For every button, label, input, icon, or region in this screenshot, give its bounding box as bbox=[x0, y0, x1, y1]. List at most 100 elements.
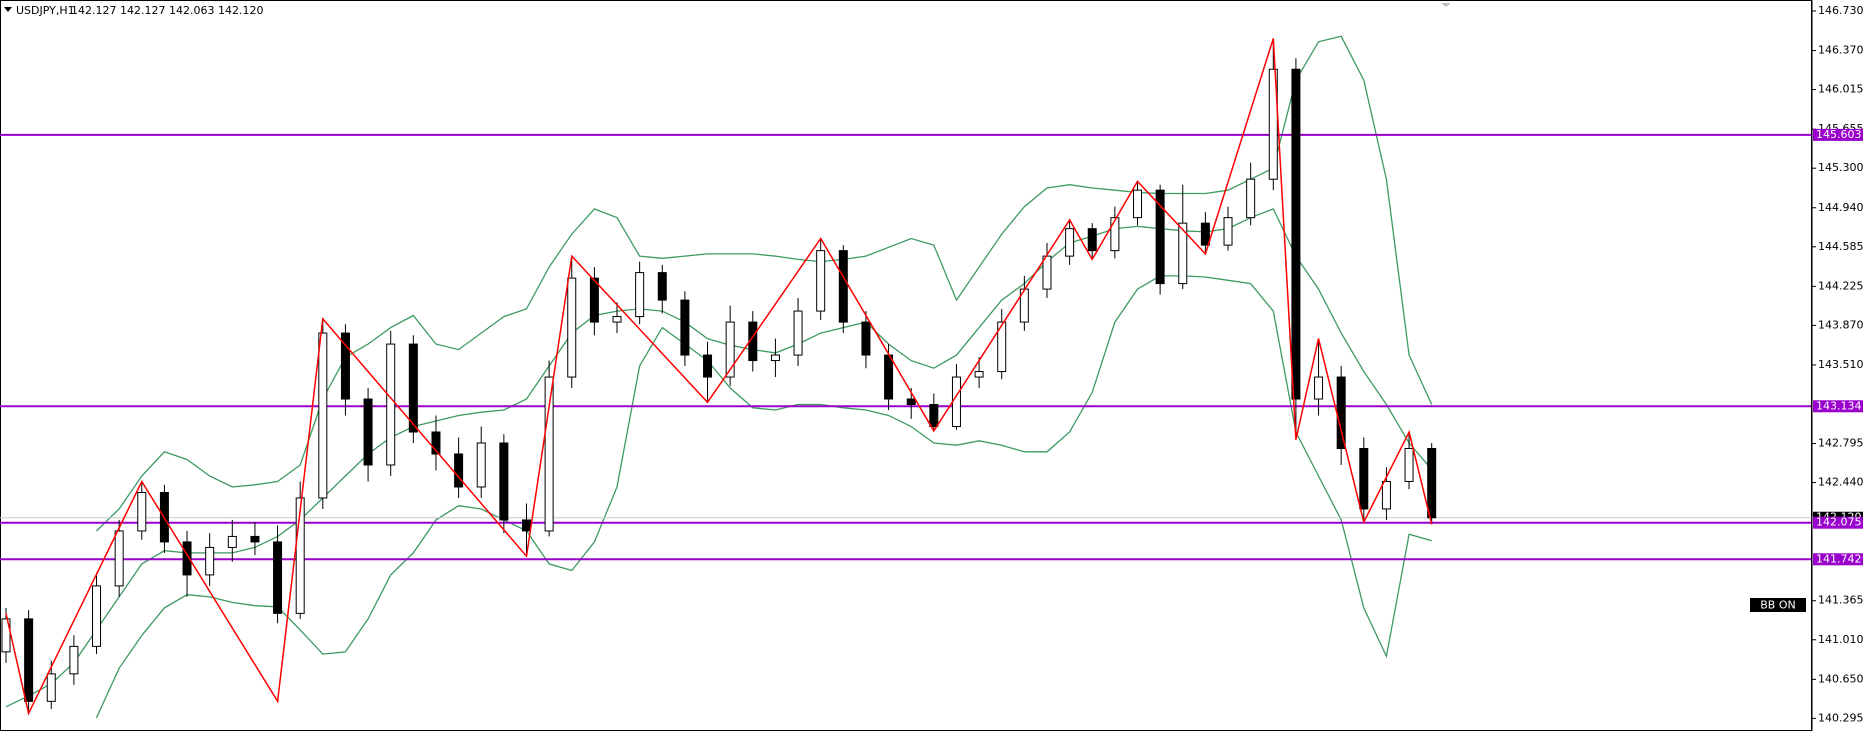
level-label: 142.075 bbox=[1816, 516, 1862, 529]
candle-body bbox=[137, 491, 147, 532]
y-tick-label: 144.940 bbox=[1818, 201, 1863, 214]
candle-body bbox=[499, 442, 509, 521]
candle-body bbox=[1359, 447, 1369, 510]
level-label-box bbox=[1813, 128, 1863, 141]
candle-body bbox=[1110, 217, 1120, 252]
candle-body bbox=[974, 371, 984, 378]
candle-body bbox=[906, 398, 916, 406]
candle-body bbox=[1, 618, 11, 653]
level-label-box bbox=[1813, 400, 1863, 413]
candle-body bbox=[929, 404, 939, 428]
y-tick-label: 141.010 bbox=[1818, 633, 1863, 646]
candle-body bbox=[1246, 178, 1256, 219]
y-tick-label: 143.510 bbox=[1818, 358, 1863, 371]
candle-body bbox=[861, 321, 871, 356]
candle-body bbox=[1223, 217, 1233, 246]
candle-body bbox=[567, 277, 577, 378]
y-tick-label: 141.365 bbox=[1818, 594, 1863, 607]
candle-body bbox=[1427, 447, 1437, 519]
candle-body bbox=[1155, 189, 1165, 285]
candle-body bbox=[340, 332, 350, 400]
candle-body bbox=[250, 535, 260, 543]
candle-body bbox=[1200, 222, 1210, 246]
annotation-box bbox=[1750, 598, 1806, 612]
candle-body bbox=[725, 321, 735, 378]
candle-body bbox=[295, 497, 305, 614]
level-label: 143.134 bbox=[1816, 399, 1862, 412]
candle-body bbox=[1042, 255, 1052, 290]
candle-body bbox=[476, 442, 486, 488]
candle-body bbox=[703, 354, 713, 378]
annotation: BB ON bbox=[1760, 599, 1795, 612]
candle-body bbox=[793, 310, 803, 356]
candle-body bbox=[363, 398, 373, 466]
candle-body bbox=[1065, 228, 1075, 257]
y-tick-label: 140.650 bbox=[1818, 672, 1863, 685]
y-tick-label: 146.730 bbox=[1818, 4, 1863, 17]
candle-body bbox=[635, 272, 645, 318]
y-tick-label: 142.795 bbox=[1818, 437, 1863, 450]
candle-body bbox=[1268, 68, 1278, 180]
y-tick-label: 143.870 bbox=[1818, 318, 1863, 331]
y-tick-label: 144.225 bbox=[1818, 279, 1863, 292]
candle-body bbox=[431, 431, 441, 455]
chart-title: USDJPY,H1 bbox=[16, 4, 75, 17]
candle-body bbox=[318, 332, 328, 499]
candle-body bbox=[521, 519, 531, 532]
band-middle bbox=[5, 208, 1433, 708]
candle-body bbox=[838, 250, 848, 323]
candle-body bbox=[386, 343, 396, 466]
header-arrow bbox=[4, 7, 12, 12]
candle-body bbox=[1336, 376, 1346, 449]
candle-body bbox=[951, 376, 961, 428]
candle-body bbox=[1178, 222, 1188, 285]
candle-body bbox=[1133, 189, 1142, 219]
level-label-box bbox=[1813, 553, 1863, 566]
candle-body bbox=[46, 673, 56, 702]
candle-body bbox=[657, 272, 667, 301]
candle-body bbox=[997, 321, 1007, 373]
candle-body bbox=[1087, 228, 1097, 252]
axis-panel bbox=[1812, 0, 1863, 731]
candle-body bbox=[182, 541, 192, 576]
candle-body bbox=[114, 530, 124, 587]
candle-body bbox=[1404, 447, 1414, 482]
candle-body bbox=[1291, 68, 1301, 400]
y-tick-label: 146.370 bbox=[1818, 44, 1863, 57]
zigzag-line bbox=[5, 38, 1433, 716]
chart-subtitle: 142.127 142.127 142.063 142.120 bbox=[71, 4, 263, 17]
candle-body bbox=[1314, 376, 1324, 400]
candle-body bbox=[680, 299, 690, 356]
plot-frame bbox=[0, 0, 1812, 731]
candle-body bbox=[589, 277, 599, 323]
candle-body bbox=[816, 250, 826, 312]
zigzag-layer bbox=[5, 38, 1433, 716]
level-label: 141.742 bbox=[1816, 552, 1862, 565]
candle-body bbox=[227, 535, 237, 548]
level-label-box bbox=[1813, 516, 1863, 529]
y-tick-label: 146.015 bbox=[1818, 83, 1863, 96]
level-label: 145.603 bbox=[1816, 128, 1862, 141]
candle-body bbox=[1381, 480, 1391, 510]
candle-body bbox=[24, 618, 34, 702]
y-tick-label: 145.300 bbox=[1818, 161, 1863, 174]
candle-body bbox=[69, 645, 79, 675]
candle-body bbox=[884, 354, 894, 400]
band-lower bbox=[95, 275, 1432, 719]
y-tick-label: 142.440 bbox=[1818, 476, 1863, 489]
candle-body bbox=[544, 376, 554, 532]
y-tick-label: 144.585 bbox=[1818, 240, 1863, 253]
price-axis: 146.730146.370146.015145.655145.300144.9… bbox=[1811, 0, 1863, 731]
scroll-marker bbox=[1441, 3, 1451, 7]
candles-layer bbox=[1, 38, 1437, 714]
candle-body bbox=[770, 354, 780, 362]
candle-body bbox=[205, 546, 215, 576]
candle-body bbox=[612, 316, 622, 323]
candle-body bbox=[454, 453, 464, 488]
candle-body bbox=[273, 541, 283, 614]
candle-body bbox=[408, 343, 418, 433]
candle-body bbox=[92, 585, 102, 647]
